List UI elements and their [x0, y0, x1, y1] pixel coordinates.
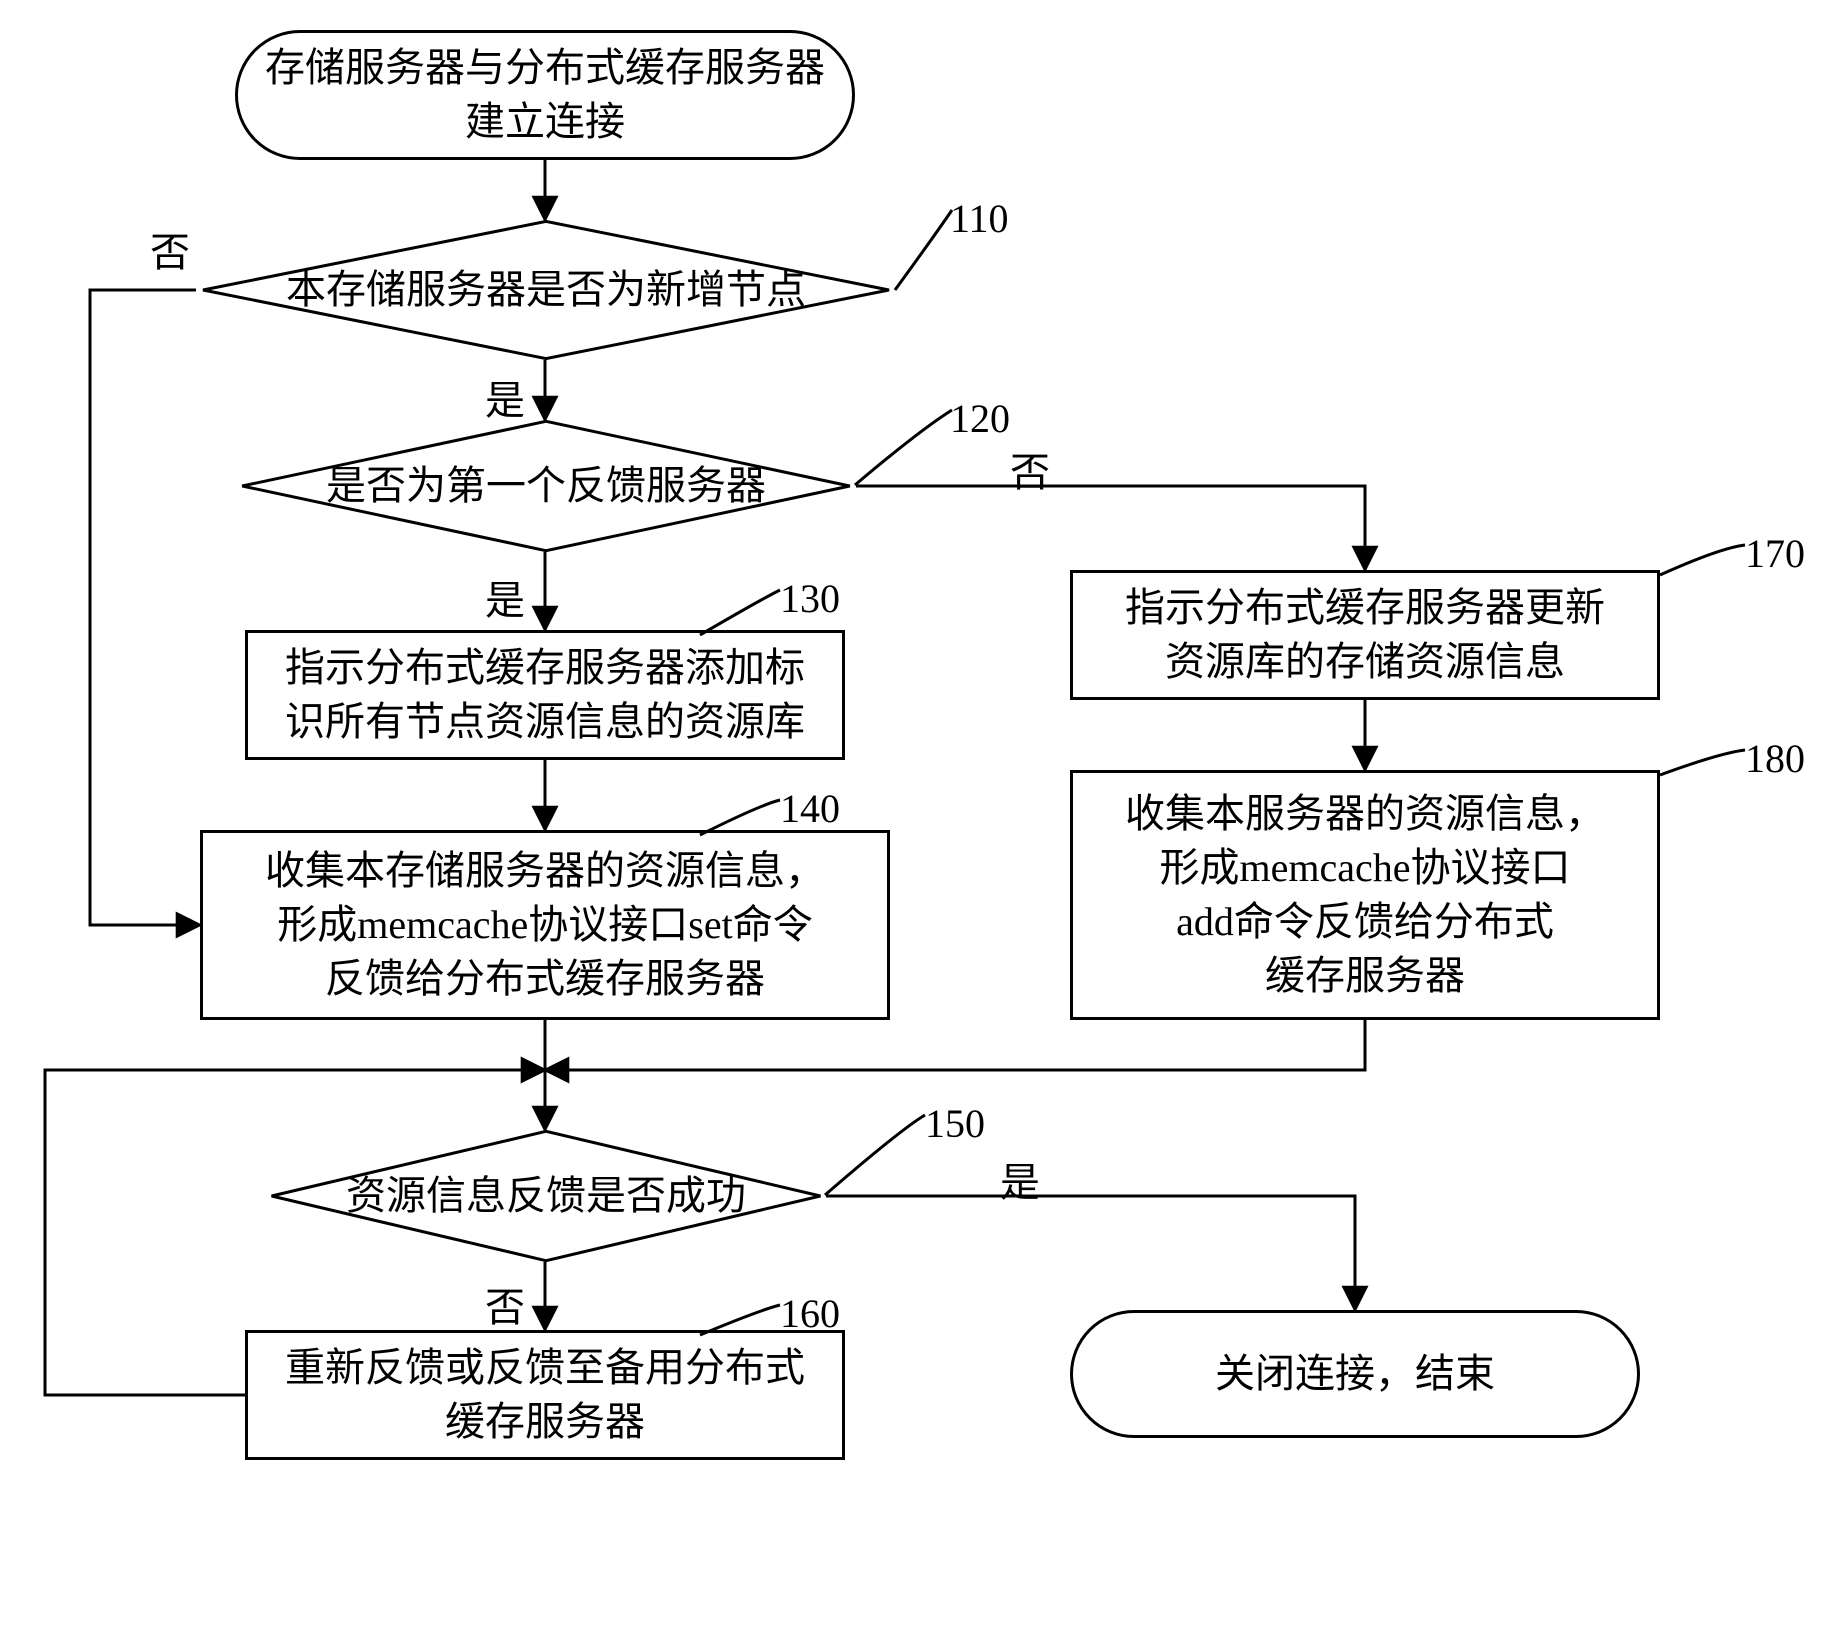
- ref-number: 150: [925, 1100, 985, 1147]
- node-text: 资源信息反馈是否成功: [346, 1172, 746, 1220]
- flowchart-canvas: 存储服务器与分布式缓存服务器建立连接 本存储服务器是否为新增节点 是否为第一个反…: [0, 0, 1844, 1636]
- process-180: 收集本服务器的资源信息，形成memcache协议接口add命令反馈给分布式缓存服…: [1070, 770, 1660, 1020]
- process-130: 指示分布式缓存服务器添加标识所有节点资源信息的资源库: [245, 630, 845, 760]
- node-text: 指示分布式缓存服务器添加标识所有节点资源信息的资源库: [285, 641, 805, 749]
- edge-label: 否: [150, 220, 190, 278]
- edge-label: 是: [485, 368, 525, 426]
- node-text: 是否为第一个反馈服务器: [326, 462, 766, 510]
- terminator-end: 关闭连接，结束: [1070, 1310, 1640, 1438]
- node-text: 指示分布式缓存服务器更新资源库的存储资源信息: [1125, 581, 1605, 689]
- node-text: 收集本存储服务器的资源信息，形成memcache协议接口set命令反馈给分布式缓…: [265, 844, 825, 1006]
- ref-number: 170: [1745, 530, 1805, 577]
- edge-label: 是: [485, 568, 525, 626]
- edge-label: 否: [1010, 440, 1050, 498]
- ref-number: 120: [950, 395, 1010, 442]
- ref-number: 110: [950, 195, 1009, 242]
- ref-number: 140: [780, 785, 840, 832]
- ref-number: 160: [780, 1290, 840, 1337]
- node-text: 本存储服务器是否为新增节点: [286, 266, 806, 314]
- process-160: 重新反馈或反馈至备用分布式缓存服务器: [245, 1330, 845, 1460]
- ref-number: 130: [780, 575, 840, 622]
- process-140: 收集本存储服务器的资源信息，形成memcache协议接口set命令反馈给分布式缓…: [200, 830, 890, 1020]
- process-170: 指示分布式缓存服务器更新资源库的存储资源信息: [1070, 570, 1660, 700]
- edge-label: 是: [1000, 1150, 1040, 1208]
- terminator-start: 存储服务器与分布式缓存服务器建立连接: [235, 30, 855, 160]
- node-text: 重新反馈或反馈至备用分布式缓存服务器: [285, 1341, 805, 1449]
- node-text: 收集本服务器的资源信息，形成memcache协议接口add命令反馈给分布式缓存服…: [1125, 787, 1605, 1003]
- decision-120: 是否为第一个反馈服务器: [236, 420, 856, 552]
- node-text: 关闭连接，结束: [1215, 1347, 1495, 1401]
- decision-150: 资源信息反馈是否成功: [266, 1130, 826, 1262]
- node-text: 存储服务器与分布式缓存服务器建立连接: [265, 41, 825, 149]
- decision-110: 本存储服务器是否为新增节点: [196, 220, 896, 360]
- ref-number: 180: [1745, 735, 1805, 782]
- edge-label: 否: [485, 1275, 525, 1333]
